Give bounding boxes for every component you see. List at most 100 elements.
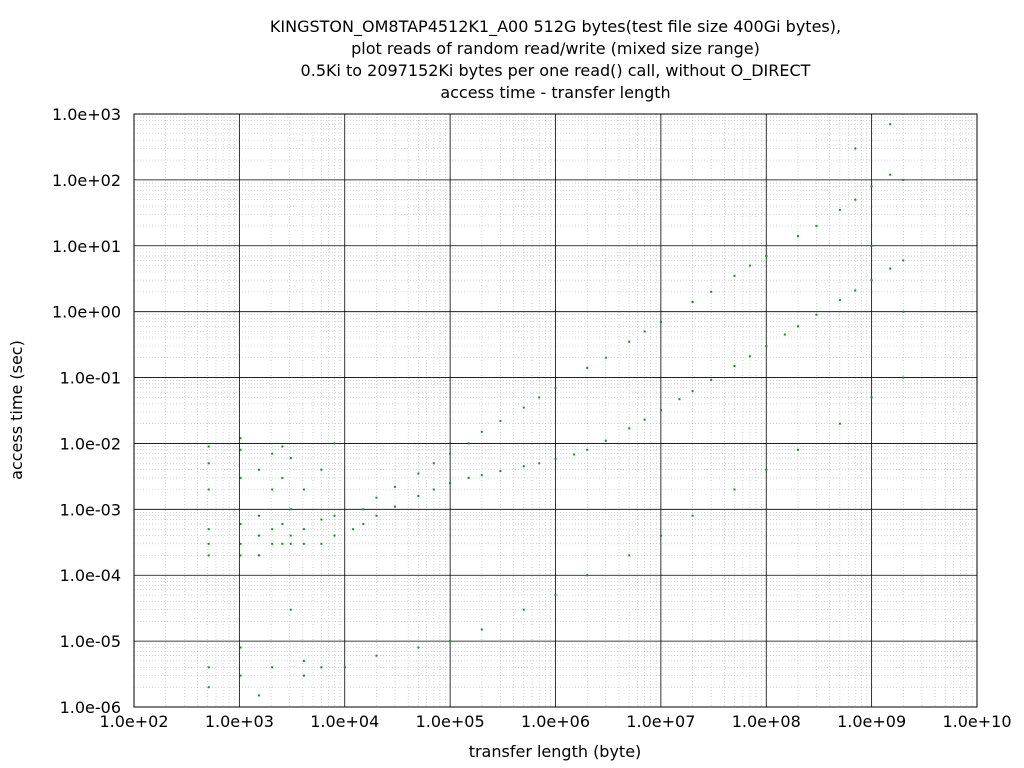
x-tick-label: 1.0e+09 [837,712,906,731]
data-point [271,488,274,491]
data-point [207,686,210,689]
data-point [302,542,305,545]
data-point [207,666,210,669]
x-tick-label: 1.0e+05 [416,712,485,731]
data-point [691,390,694,393]
data-point [854,147,857,150]
data-point [417,472,420,475]
data-point [522,465,525,468]
data-point [375,514,378,517]
data-point [258,534,260,537]
data-point [271,666,274,669]
data-point [733,365,736,367]
data-point [902,178,905,181]
data-point [281,542,284,545]
x-tick-label: 1.0e+04 [310,712,379,731]
y-tick-label: 1.0e-03 [60,500,121,519]
data-point [320,666,323,669]
data-point [573,453,576,456]
y-tick-label: 1.0e-05 [60,632,121,651]
x-tick-label: 1.0e+02 [99,712,168,731]
data-point [302,674,305,677]
title-line-1: KINGSTON_OM8TAP4512K1_A00 512G bytes(tes… [269,17,842,36]
data-point [375,496,378,499]
data-point [797,235,799,238]
data-point [748,355,751,358]
data-point [467,476,470,479]
data-point [449,640,452,643]
data-point [628,427,631,430]
data-point [239,476,242,479]
data-point [659,534,662,537]
y-tick-label: 1.0e+00 [52,303,121,322]
y-tick-label: 1.0e+02 [52,171,121,190]
x-tick-label: 1.0e+06 [521,712,590,731]
data-point [710,290,713,293]
y-axis-label: access time (sec) [7,340,26,480]
data-point [432,488,435,491]
data-point [765,345,768,348]
title-line-4: access time - transfer length [440,83,671,102]
data-point [889,123,892,126]
data-point [271,452,274,455]
data-point [586,448,589,451]
data-point [258,694,260,697]
data-point [628,340,631,343]
data-point [362,523,365,525]
data-point [522,608,525,611]
y-tick-label: 1.0e-01 [60,369,121,388]
data-point [333,534,336,537]
x-axis-ticks: 1.0e+02 1.0e+03 1.0e+04 1.0e+05 1.0e+06 1.0e+… [99,712,1011,731]
data-point [870,279,873,282]
title-line-3: 0.5Ki to 2097152Ki bytes per one read() … [300,61,811,80]
data-point [659,409,662,412]
data-point [499,470,502,473]
data-point [352,528,355,531]
y-tick-label: 1.0e+03 [52,105,121,124]
data-point [333,514,336,517]
data-point [394,505,396,508]
data-point [449,482,452,485]
data-point [765,468,768,471]
data-point [554,594,557,597]
y-tick-label: 1.0e-06 [60,698,121,717]
x-tick-label: 1.0e+03 [205,712,274,731]
data-point [320,518,323,521]
data-point [271,528,274,531]
data-point [797,448,799,451]
data-point [604,439,607,442]
minor-grid [134,114,977,707]
data-point [289,508,292,511]
data-point [239,674,242,677]
data-point [239,437,242,440]
y-axis-ticks: 1.0e-06 1.0e-05 1.0e-04 1.0e-03 1.0e-02 1.0e-… [52,105,121,717]
data-point [239,448,242,451]
data-point [554,458,557,460]
data-point [281,476,284,479]
data-point [333,442,336,445]
data-point [643,418,646,421]
data-point [302,659,305,662]
data-point [362,508,365,511]
data-point [289,534,292,537]
y-tick-label: 1.0e-04 [60,566,121,585]
data-point [538,396,541,399]
data-point [815,313,818,316]
data-point [417,646,420,649]
data-point [889,267,892,270]
data-point [733,274,736,277]
data-point [604,356,607,359]
data-point [733,488,736,491]
data-point [854,289,857,292]
data-point [902,310,905,313]
data-point [870,244,873,247]
data-point [207,542,210,545]
data-point [691,301,694,303]
data-point [289,542,292,545]
data-point [375,654,378,657]
y-tick-label: 1.0e+01 [52,237,121,256]
data-point [854,198,857,201]
data-point [289,457,292,460]
data-point [710,378,713,381]
data-point [394,485,396,488]
